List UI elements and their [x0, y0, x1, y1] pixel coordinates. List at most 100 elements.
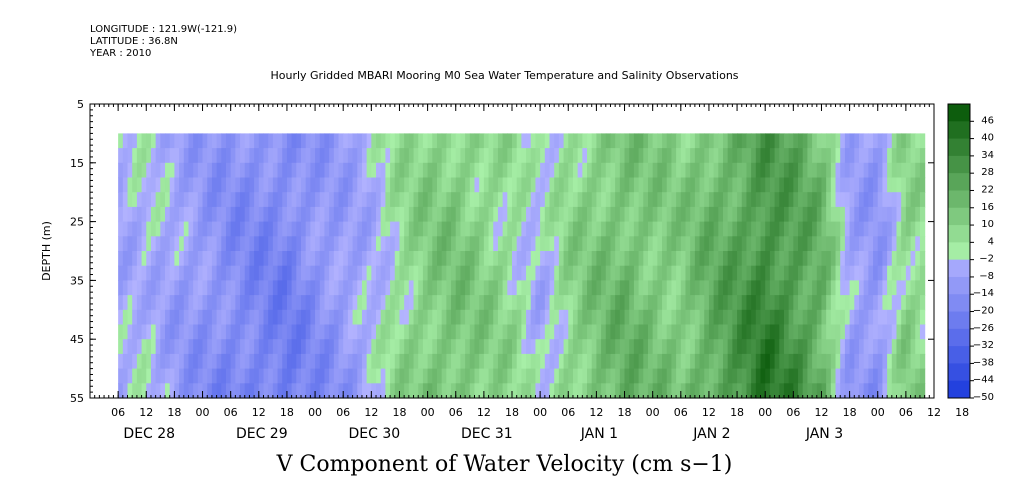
heatmap-cell [315, 324, 321, 340]
heatmap-cell [394, 339, 401, 355]
heatmap-cell [225, 236, 232, 252]
heatmap-cell [380, 309, 386, 326]
heatmap-cell [361, 148, 368, 164]
heatmap-cell [737, 206, 743, 223]
heatmap-cell [404, 368, 410, 384]
heatmap-cell [380, 192, 386, 208]
heatmap-cell [910, 148, 916, 164]
heatmap-cell [601, 236, 607, 252]
heatmap-cell [296, 148, 302, 164]
heatmap-cell [774, 251, 780, 267]
heatmap-cell [863, 251, 869, 267]
heatmap-cell [849, 251, 855, 267]
x-hour-label: 00 [421, 406, 435, 419]
heatmap-cell [277, 383, 283, 399]
heatmap-cell [225, 251, 232, 267]
heatmap-cell [361, 221, 368, 237]
heatmap-cell [352, 192, 358, 208]
heatmap-cell [404, 177, 410, 193]
heatmap-cell [404, 309, 410, 326]
heatmap-cell [671, 368, 677, 384]
heatmap-cell [436, 251, 443, 267]
heatmap-cell [643, 324, 649, 340]
heatmap-cell [118, 324, 124, 340]
heatmap-cell [849, 206, 855, 223]
heatmap-cell [282, 383, 288, 399]
heatmap-cell [694, 324, 701, 340]
heatmap-cell [493, 324, 499, 340]
heatmap-cell [329, 309, 335, 326]
heatmap-cell [699, 206, 705, 223]
heatmap-cell [286, 368, 293, 384]
heatmap-cell [849, 383, 855, 399]
heatmap-cell [798, 368, 804, 384]
heatmap-cell [301, 339, 307, 355]
y-tick-label: 55 [70, 392, 84, 405]
heatmap-cell [413, 221, 419, 237]
heatmap-cell [826, 295, 832, 311]
heatmap-cell [455, 206, 462, 223]
heatmap-cell [708, 265, 715, 281]
heatmap-cell [502, 192, 508, 208]
heatmap-cell [765, 133, 771, 149]
heatmap-cell [352, 353, 358, 370]
heatmap-cell [587, 265, 593, 281]
heatmap-cell [286, 309, 293, 326]
heatmap-cell [225, 192, 232, 208]
heatmap-cell [497, 368, 504, 384]
heatmap-cell [840, 221, 846, 237]
heatmap-cell [713, 309, 719, 326]
heatmap-cell [858, 206, 865, 223]
heatmap-cell [207, 162, 213, 179]
heatmap-cell [188, 353, 194, 370]
x-hour-label: 12 [927, 406, 941, 419]
heatmap-cell [385, 177, 391, 193]
heatmap-cell [638, 192, 644, 208]
heatmap-cell [854, 251, 860, 267]
heatmap-cell [286, 251, 293, 267]
heatmap-cell [549, 162, 555, 179]
heatmap-cell [188, 280, 194, 296]
heatmap-cell [333, 280, 340, 296]
heatmap-cell [413, 236, 419, 252]
heatmap-cell [394, 383, 401, 399]
heatmap-cell [165, 162, 171, 179]
heatmap-cell [366, 192, 372, 208]
heatmap-cell [301, 324, 307, 340]
heatmap-cell [587, 177, 593, 193]
heatmap-cell [235, 177, 241, 193]
heatmap-cell [798, 309, 804, 326]
heatmap-cell [493, 251, 499, 267]
heatmap-cell [221, 324, 227, 340]
heatmap-cell [521, 353, 527, 370]
heatmap-cell [150, 339, 157, 355]
heatmap-cell [596, 309, 602, 326]
heatmap-cell [788, 265, 794, 281]
heatmap-cell [512, 383, 518, 399]
heatmap-cell [329, 133, 335, 149]
heatmap-cell [277, 177, 283, 193]
heatmap-cell [732, 324, 738, 340]
heatmap-cell [577, 133, 583, 149]
heatmap-cell [629, 265, 635, 281]
heatmap-cell [249, 221, 255, 237]
heatmap-cell [183, 192, 190, 208]
heatmap-cell [197, 368, 204, 384]
heatmap-cell [235, 236, 241, 252]
heatmap-cell [371, 383, 377, 399]
heatmap-cell [732, 236, 738, 252]
heatmap-cell [385, 221, 391, 237]
heatmap-cell [422, 339, 429, 355]
heatmap-cell [286, 177, 293, 193]
heatmap-cell [526, 221, 532, 237]
heatmap-cell [188, 368, 194, 384]
heatmap-cell [141, 383, 147, 399]
heatmap-cell [268, 368, 274, 384]
heatmap-cell [305, 265, 311, 281]
heatmap-cell [268, 162, 274, 179]
heatmap-cell [249, 148, 255, 164]
heatmap-cell [647, 324, 654, 340]
heatmap-cell [610, 265, 616, 281]
heatmap-cell [361, 177, 368, 193]
heatmap-cell [451, 133, 457, 149]
